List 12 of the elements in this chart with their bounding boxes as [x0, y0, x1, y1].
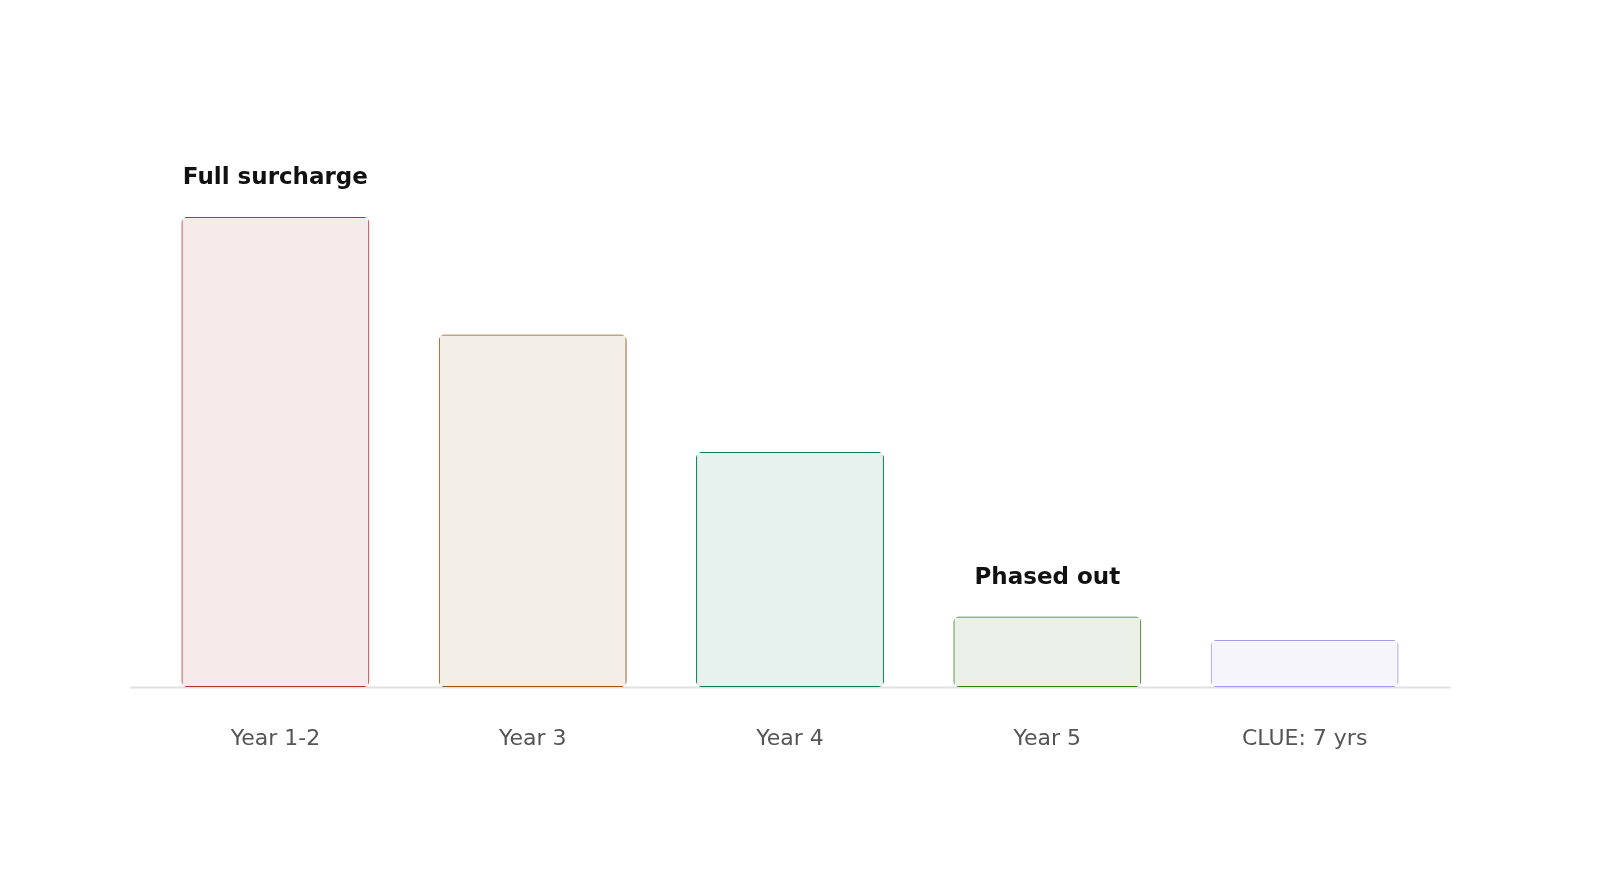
bar — [181, 217, 370, 687]
bar — [696, 452, 884, 687]
bar — [438, 334, 627, 687]
bar — [953, 616, 1142, 687]
x-tick-label: Year 4 — [755, 724, 824, 750]
annotation: Phased out — [974, 562, 1121, 589]
x-tick-label: Year 1-2 — [229, 724, 321, 750]
annotation: Full surcharge — [182, 163, 368, 189]
bar — [1210, 640, 1399, 687]
x-tick-label: Year 3 — [497, 724, 567, 750]
x-tick-label: CLUE: 7 yrs — [1241, 724, 1368, 750]
x-tick-label: Year 5 — [1012, 724, 1082, 750]
